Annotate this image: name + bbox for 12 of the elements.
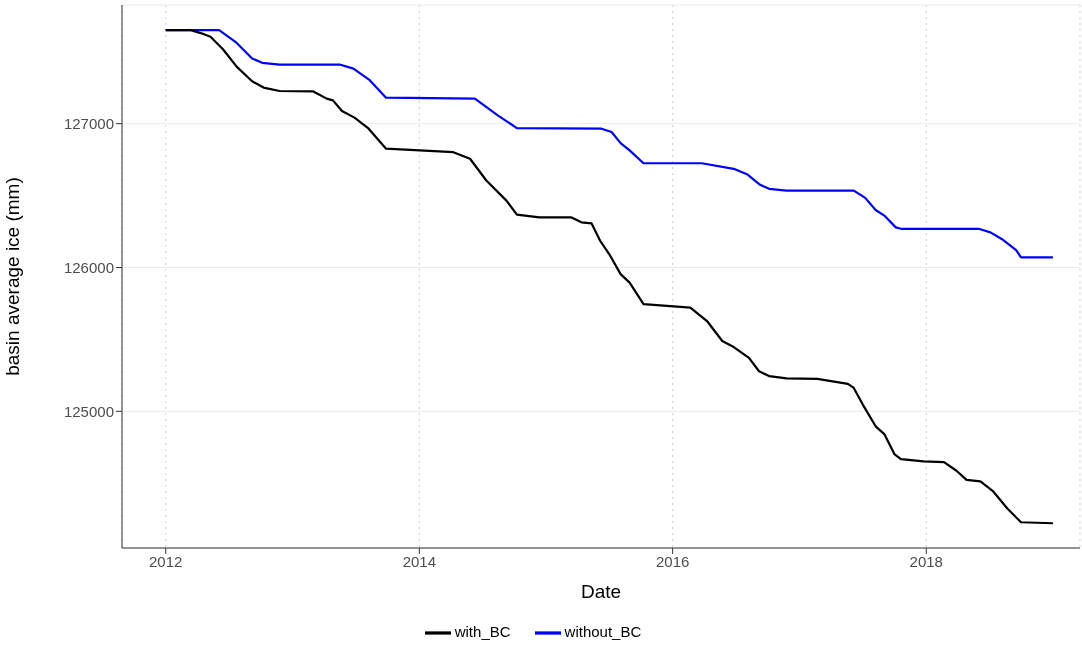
y-tick-label: 126000 bbox=[63, 258, 114, 276]
legend-label: with_BC bbox=[454, 622, 511, 640]
y-axis-title: basin average ice (mm) bbox=[1, 177, 23, 376]
legend-label: without_BC bbox=[564, 622, 642, 640]
x-tick-label: 2014 bbox=[402, 552, 437, 570]
x-tick-label: 2012 bbox=[149, 552, 183, 570]
x-tick-label: 2016 bbox=[655, 552, 690, 570]
x-axis-title: Date bbox=[580, 581, 622, 602]
line-series bbox=[164, 29, 1055, 525]
y-tick-label: 125000 bbox=[63, 402, 114, 420]
x-tick-label: 2018 bbox=[909, 552, 943, 570]
y-tick-label: 127000 bbox=[63, 114, 114, 132]
